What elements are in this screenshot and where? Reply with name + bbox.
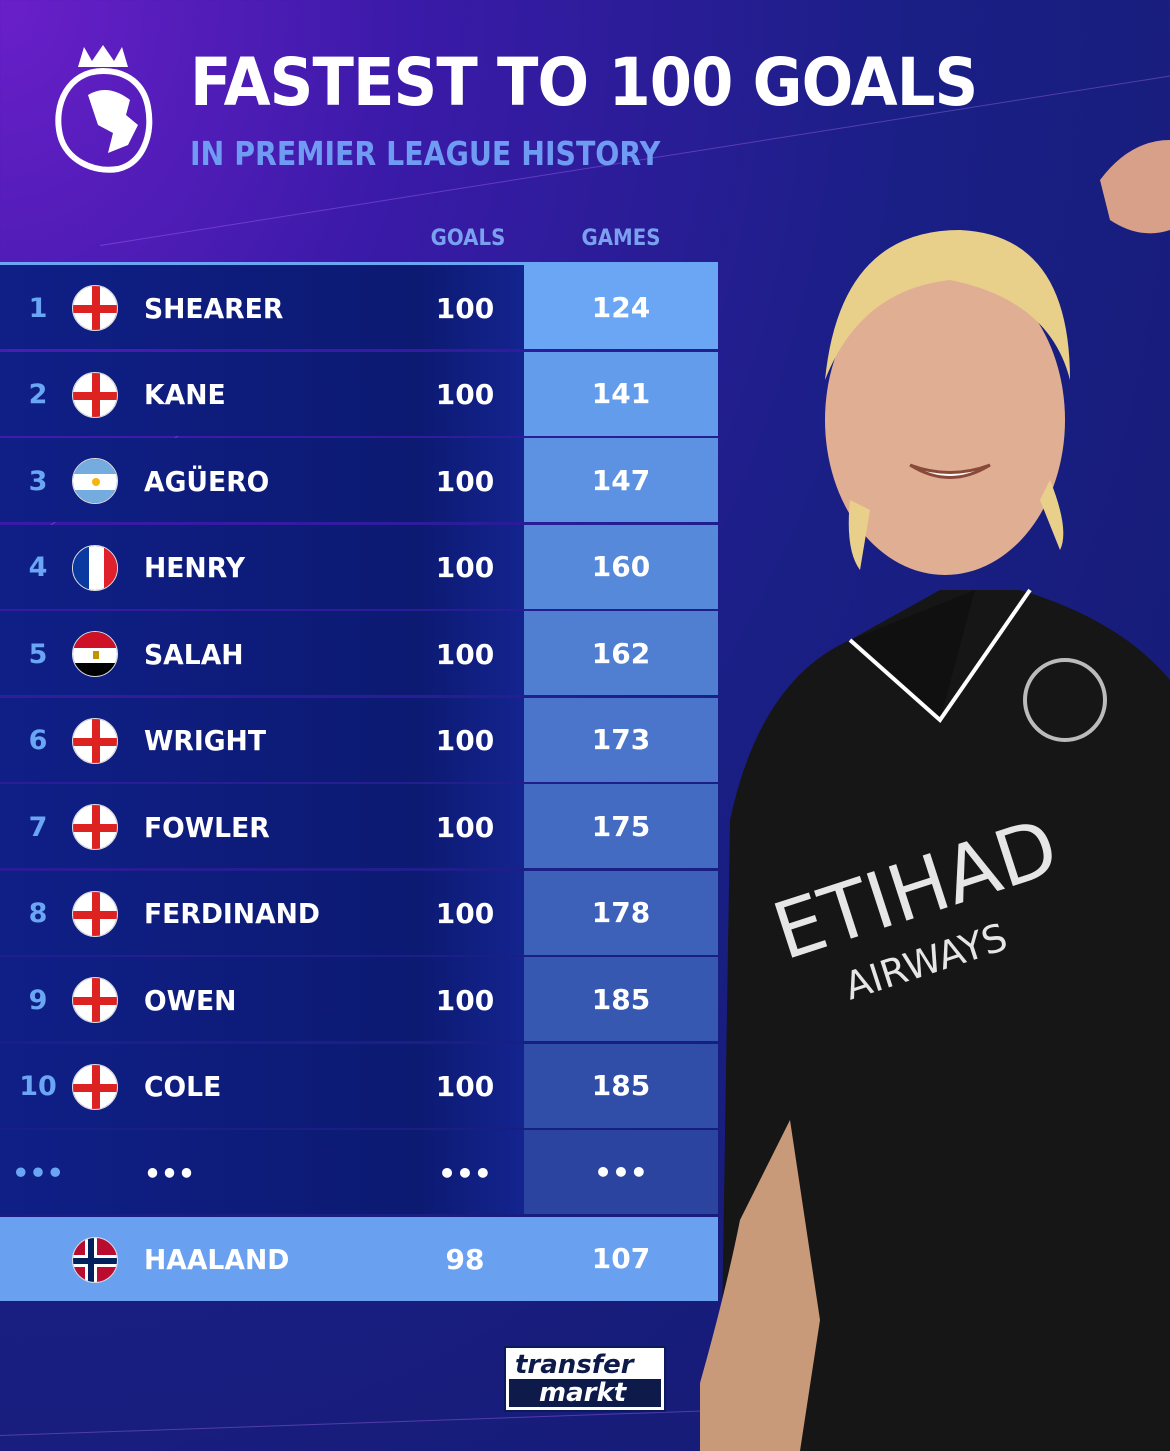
player-name: FOWLER xyxy=(144,810,270,844)
goals-value: 100 xyxy=(435,551,495,585)
games-value: 185 xyxy=(524,957,718,1041)
games-value: 185 xyxy=(524,1043,718,1128)
goals-value: 100 xyxy=(435,464,495,498)
flag-england-icon xyxy=(72,1063,118,1110)
table-row: 10 COLE 100 185 xyxy=(0,1043,718,1131)
highlight-row: HAALAND 98 107 xyxy=(0,1216,718,1304)
rank: 1 xyxy=(28,292,48,324)
table-row: 7 FOWLER 100 175 xyxy=(0,784,718,871)
goals-value: 100 xyxy=(435,637,495,671)
rank: 10 xyxy=(19,1071,57,1103)
player-name: OWEN xyxy=(144,983,237,1017)
goals-value: 100 xyxy=(435,291,495,325)
rank: 4 xyxy=(28,552,48,584)
player-name: WRIGHT xyxy=(144,724,266,758)
table-top-line xyxy=(0,262,718,265)
logo-text: markt xyxy=(539,1378,627,1408)
games-value: 173 xyxy=(524,697,718,782)
games-value: 107 xyxy=(591,1242,651,1275)
rank: 3 xyxy=(28,465,48,497)
rank: 2 xyxy=(28,379,48,411)
rank: 7 xyxy=(28,811,48,843)
player-name: AGÜERO xyxy=(144,464,270,498)
rank: 6 xyxy=(28,725,48,757)
games-value: 141 xyxy=(524,351,718,436)
table-row: 3 AGÜERO 100 147 xyxy=(0,438,718,525)
flag-england-icon xyxy=(72,977,118,1024)
row-background xyxy=(0,1216,718,1301)
player-photo: ETIHAD AIRWAYS xyxy=(700,140,1170,1451)
column-header-goals: GOALS xyxy=(430,226,506,251)
goals-value: ••• xyxy=(438,1156,492,1190)
flag-egypt-icon xyxy=(72,631,118,678)
games-value: 162 xyxy=(524,611,718,695)
goals-value: 100 xyxy=(435,810,495,844)
flag-england-icon xyxy=(72,371,118,418)
goals-value: 98 xyxy=(445,1243,485,1277)
table-row: 9 OWEN 100 185 xyxy=(0,957,718,1044)
table-row: 4 HENRY 100 160 xyxy=(0,524,718,612)
player-name: HENRY xyxy=(144,551,245,585)
page-subtitle: IN PREMIER LEAGUE HISTORY xyxy=(190,134,661,173)
column-header-games: GAMES xyxy=(581,226,661,251)
flag-england-icon xyxy=(72,890,118,937)
table-row: 1 SHEARER 100 124 xyxy=(0,265,718,352)
table-row: 8 FERDINAND 100 178 xyxy=(0,870,718,958)
flag-england-icon xyxy=(72,285,118,332)
games-value: 160 xyxy=(524,524,718,609)
ranking-table: 1 SHEARER 100 124 2 KANE 100 141 3 AGÜERO 100 147 4 H… xyxy=(0,262,718,1303)
games-value: 175 xyxy=(524,784,718,868)
flag-england-icon xyxy=(72,804,118,851)
player-name: COLE xyxy=(144,1070,222,1104)
logo-text: transfer xyxy=(509,1351,661,1379)
rank: 5 xyxy=(28,638,48,670)
games-value: ••• xyxy=(524,1130,718,1214)
player-name: KANE xyxy=(144,378,226,412)
flag-norway-icon xyxy=(72,1236,118,1283)
premier-league-lion-icon xyxy=(55,45,153,173)
flag-france-icon xyxy=(72,544,118,591)
games-value: 124 xyxy=(524,265,718,349)
rank: ••• xyxy=(12,1157,64,1189)
table-row: 5 SALAH 100 162 xyxy=(0,611,718,698)
goals-value: 100 xyxy=(435,724,495,758)
rank: 8 xyxy=(28,898,48,930)
row-background xyxy=(0,1130,524,1214)
flag-argentina-icon xyxy=(72,458,118,505)
transfermarkt-logo: transfer markt xyxy=(504,1346,666,1412)
page-title: FASTEST TO 100 GOALS xyxy=(190,44,978,121)
player-name: ••• xyxy=(144,1156,196,1190)
table-row: 6 WRIGHT 100 173 xyxy=(0,697,718,785)
player-name: HAALAND xyxy=(144,1243,290,1277)
player-name: SHEARER xyxy=(144,291,284,325)
player-name: FERDINAND xyxy=(144,897,321,931)
games-value: 147 xyxy=(524,438,718,522)
player-name: SALAH xyxy=(144,637,244,671)
goals-value: 100 xyxy=(435,983,495,1017)
goals-value: 100 xyxy=(435,378,495,412)
goals-value: 100 xyxy=(435,1070,495,1104)
games-value: 178 xyxy=(524,870,718,955)
flag-england-icon xyxy=(72,717,118,764)
goals-value: 100 xyxy=(435,897,495,931)
table-row: ••• ••• ••• ••• xyxy=(0,1130,718,1217)
rank: 9 xyxy=(28,984,48,1016)
table-row: 2 KANE 100 141 xyxy=(0,351,718,439)
